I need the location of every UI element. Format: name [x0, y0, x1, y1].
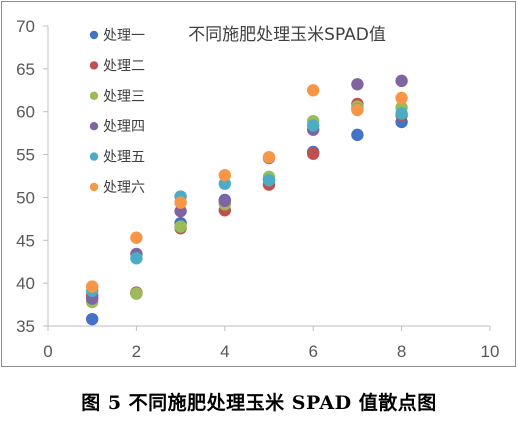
chart-frame: 0 2 4 6 8 10 35 40 45 50 55 60 65 70 处理一 处理二 处理三 处理四 处理五处… [1, 1, 516, 367]
chart-title: 不同施肥处理玉米SPAD值 [188, 25, 386, 45]
legend-marker-6 [89, 182, 99, 192]
figure-caption: 图 5 不同施肥处理玉米 SPAD 值散点图 [81, 392, 437, 414]
data-point-series-1 [86, 312, 99, 326]
data-point-series-6 [174, 196, 187, 209]
legend-label-2: 处理二 [103, 58, 145, 74]
y-tick-label: 45 [16, 231, 35, 250]
y-tick-label: 65 [16, 60, 35, 79]
legend-label-1: 处理一 [103, 28, 145, 44]
data-point-series-5 [130, 252, 143, 265]
data-point-series-5 [307, 119, 320, 132]
legend-label-3: 处理三 [103, 89, 145, 105]
y-tick-label: 40 [16, 274, 35, 293]
data-points [86, 74, 408, 326]
data-point-series-5 [395, 107, 408, 120]
y-tick-label: 35 [16, 317, 35, 336]
legend-marker-4 [89, 122, 99, 131]
legend-label-6: 处理六 [103, 180, 145, 196]
x-tick-label: 0 [43, 342, 52, 361]
legend-marker-2 [89, 61, 99, 70]
y-tick-label: 70 [16, 17, 35, 36]
data-point-series-4 [174, 204, 187, 218]
legend-label-5: 处理五 [103, 150, 145, 166]
data-point-series-4 [395, 74, 408, 88]
legend-marker-1 [89, 30, 99, 40]
x-tick-label: 10 [481, 342, 500, 361]
data-point-series-1 [351, 128, 364, 142]
data-point-series-6 [218, 168, 231, 182]
axes: 0 2 4 6 8 10 35 40 45 50 55 60 65 70 [16, 17, 499, 361]
x-tick-label: 2 [132, 342, 141, 361]
x-tick-label: 8 [397, 342, 406, 361]
y-tick-label: 60 [16, 103, 35, 122]
y-tick-label: 55 [16, 146, 35, 165]
y-tick-label: 50 [16, 188, 35, 207]
data-point-series-4 [351, 78, 364, 91]
data-point-series-6 [395, 91, 408, 105]
x-tick-label: 4 [220, 342, 229, 361]
data-point-series-4 [218, 194, 231, 208]
data-point-series-6 [351, 103, 364, 117]
x-tick-label: 6 [308, 342, 317, 361]
data-point-series-3 [130, 287, 143, 300]
legend-label-4: 处理四 [103, 119, 145, 135]
data-point-series-5 [262, 174, 276, 187]
data-point-series-2 [307, 147, 320, 160]
data-point-series-6 [307, 84, 320, 97]
data-point-series-6 [262, 150, 276, 164]
data-point-series-3 [174, 220, 187, 233]
legend-marker-5 [89, 152, 99, 161]
data-point-series-5 [218, 177, 231, 190]
data-point-series-6 [86, 280, 99, 293]
legend-marker-3 [89, 91, 99, 101]
data-point-series-6 [130, 231, 143, 244]
